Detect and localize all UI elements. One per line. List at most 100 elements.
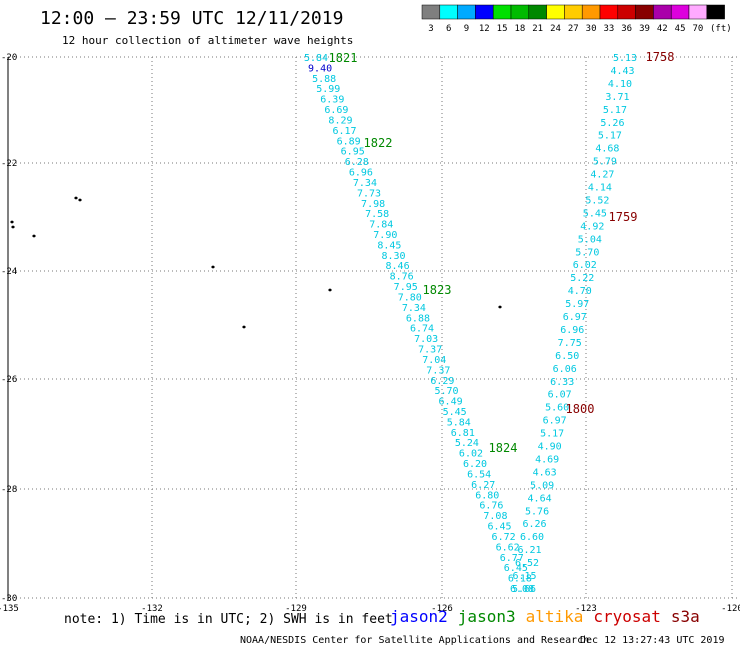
swh-reading: 6.95 xyxy=(341,147,365,158)
swh-reading: 7.98 xyxy=(361,199,385,210)
swh-reading: 6.18 xyxy=(508,574,532,585)
legend-bin-label: 6 xyxy=(446,24,451,34)
swh-reading: 5.84 xyxy=(447,417,471,428)
swh-tracks: 5.84 9.405.885.996.396.698.296.176.896.95… xyxy=(304,53,637,595)
swh-reading: 7.58 xyxy=(365,209,389,220)
legend-bin-label: 18 xyxy=(514,24,525,34)
swh-reading: 7.37 xyxy=(418,345,442,356)
swh-reading: 6.50 xyxy=(555,351,579,362)
swh-reading: 8.76 xyxy=(390,272,414,283)
swh-reading: 7.08 xyxy=(483,511,507,522)
swh-reading: 5.24 xyxy=(455,438,479,449)
swh-reading: 8.45 xyxy=(377,240,401,251)
swh-reading: 6.45 xyxy=(504,563,528,574)
swh-reading: 6.89 xyxy=(337,136,361,147)
swh-reading: 5.22 xyxy=(570,273,594,284)
swh-reading: 6.39 xyxy=(320,95,344,106)
swh-reading: 6.26 xyxy=(523,519,547,530)
swh-reading: 6.97 xyxy=(543,416,567,427)
legend-bin-label: 36 xyxy=(621,24,632,34)
island-dot xyxy=(32,234,36,238)
latitude-tick-label: -30 xyxy=(1,594,17,604)
swh-reading: 5.76 xyxy=(525,506,549,517)
satellite-name: s3a xyxy=(670,607,700,626)
swh-reading: 6.54 xyxy=(467,469,491,480)
swh-reading: 6.29 xyxy=(430,376,454,387)
swh-reading: 6.02 xyxy=(573,260,597,271)
swh-reading: 6.96 xyxy=(349,168,373,179)
swh-reading: 7.80 xyxy=(398,292,422,303)
color-scale-legend: 3 6 9 12 15 18 21 24 27 30 33 36 39 42 45 70 (ft) xyxy=(421,4,732,34)
swh-reading: 6.80 xyxy=(475,490,499,501)
island-dot xyxy=(74,196,78,200)
swh-reading: 5.13 xyxy=(613,53,637,64)
swh-reading: 6.27 xyxy=(471,480,495,491)
latitude-tick-label: -22 xyxy=(1,159,17,169)
swh-reading: 6.69 xyxy=(324,105,348,116)
swh-reading: 5.17 xyxy=(598,131,622,142)
legend-bin-label: 33 xyxy=(603,24,614,34)
pass-time-label: 1800 xyxy=(566,402,595,416)
legend-bin-label: 42 xyxy=(657,24,668,34)
swh-reading: 6.28 xyxy=(345,157,369,168)
swh-reading: 7.34 xyxy=(353,178,377,189)
swh-reading: 6.33 xyxy=(550,377,574,388)
swh-reading: 8.29 xyxy=(328,115,352,126)
islands xyxy=(10,196,502,329)
swh-reading: 7.90 xyxy=(373,230,397,241)
swh-reading: 9.40 xyxy=(308,63,332,74)
swh-reading: 6.72 xyxy=(492,532,516,543)
swh-reading: 5.04 xyxy=(578,234,602,245)
swh-reading: 5.88 xyxy=(312,74,336,85)
page-title: 12:00 – 23:59 UTC 12/11/2019 xyxy=(40,8,344,29)
longitude-tick-label: -126 xyxy=(431,604,453,614)
swh-reading: 6.45 xyxy=(487,522,511,533)
map-grid xyxy=(7,56,740,600)
satellite-legend: jason2 jason3 altika cryosat s3a xyxy=(390,607,710,626)
swh-reading: 7.75 xyxy=(558,338,582,349)
island-dot xyxy=(498,305,502,309)
legend-bin-label: 15 xyxy=(497,24,508,34)
swh-reading: 4.10 xyxy=(608,79,632,90)
legend-swatch xyxy=(706,4,725,20)
swh-reading: 6.96 xyxy=(560,325,584,336)
swh-reading: 5.60 xyxy=(545,403,569,414)
swh-reading: 6.17 xyxy=(333,126,357,137)
latitude-tick-label: -24 xyxy=(1,267,17,277)
longitude-tick-label: -123 xyxy=(575,604,597,614)
pass-time-label: 1821 xyxy=(329,51,358,65)
island-dot xyxy=(11,225,15,229)
axis-ticks: -20 -22 -24 -26 -28 -30-135 -132 -129 -126 -123 -1… xyxy=(0,53,740,614)
swh-reading: 6.52 xyxy=(515,558,539,569)
legend-bin-label: 45 xyxy=(675,24,686,34)
pass-time-label: 1759 xyxy=(609,210,638,224)
swh-reading: 5.70 xyxy=(575,247,599,258)
swh-reading: 4.92 xyxy=(580,221,604,232)
island-dot xyxy=(78,198,82,202)
swh-reading: 4.69 xyxy=(535,454,559,465)
swh-reading: 5.45 xyxy=(583,208,607,219)
island-dot xyxy=(242,325,246,329)
island-dot xyxy=(328,288,332,292)
swh-reading: 6.74 xyxy=(410,324,434,335)
swh-reading: 6.88 xyxy=(406,313,430,324)
pass-time-label: 1824 xyxy=(489,441,518,455)
swh-reading: 4.27 xyxy=(590,170,614,181)
swh-reading: 8.46 xyxy=(386,261,410,272)
swh-reading: 7.84 xyxy=(369,220,393,231)
latitude-tick-label: -26 xyxy=(1,375,17,385)
swh-reading: 5.70 xyxy=(434,386,458,397)
swh-reading: 6.77 xyxy=(500,553,524,564)
swh-reading: 4.68 xyxy=(595,144,619,155)
swh-reading: 5.99 xyxy=(316,84,340,95)
swh-reading: 7.03 xyxy=(414,334,438,345)
legend-bin-label: 12 xyxy=(479,24,490,34)
swh-reading: 6.97 xyxy=(563,312,587,323)
swh-reading: 6.20 xyxy=(463,459,487,470)
swh-reading: 5.45 xyxy=(443,407,467,418)
swh-reading: 6.62 xyxy=(496,542,520,553)
swh-reading: 4.90 xyxy=(538,442,562,453)
pass-time-label: 1822 xyxy=(364,136,393,150)
